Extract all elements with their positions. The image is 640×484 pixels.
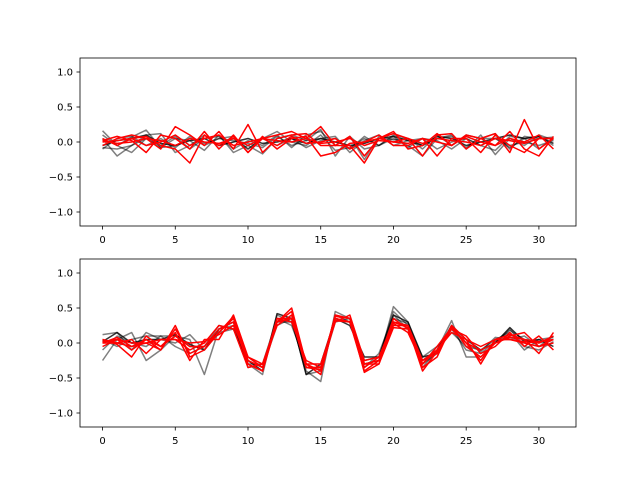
bottom-axes-series-group [101, 305, 555, 383]
bottom-axes-y-tick-label: 1.0 [57, 269, 73, 280]
top-axes-y-tick-label: −0.5 [49, 173, 73, 184]
bottom-axes-x-tick-label: 5 [172, 436, 178, 447]
bottom-axes-series-line-11 [102, 317, 554, 371]
bottom-axes-y-tick-label: 0.5 [57, 304, 73, 315]
top-axes-x-tick-label: 0 [99, 235, 105, 246]
top-axes-series-line-7 [102, 118, 554, 164]
top-axes-y-tick-label: 0.5 [57, 103, 73, 114]
bottom-axes-x-tick-label: 0 [99, 436, 105, 447]
top-axes-x-ticks: 0 5 10 15 20 25 30 [99, 226, 545, 246]
bottom-axes-x-tick-label: 10 [242, 436, 255, 447]
bottom-axes-y-ticks: −1.0 −0.5 0.0 0.5 1.0 [49, 269, 80, 420]
top-axes-series-line-9 [102, 134, 554, 164]
top-axes-y-tick-label: −1.0 [49, 208, 73, 219]
top-axes-x-tick-label: 5 [172, 235, 178, 246]
top-axes-x-tick-label: 15 [314, 235, 327, 246]
top-axes-x-tick-label: 25 [460, 235, 473, 246]
top-axes-series-line-10 [102, 134, 554, 150]
top-axes-series-group [101, 118, 555, 164]
top-axes-x-tick-label: 20 [387, 235, 400, 246]
bottom-axes-y-tick-label: −0.5 [49, 374, 73, 385]
bottom-axes: 0 5 10 15 20 25 30 −1.0 −0.5 0.0 0.5 1.0 [49, 258, 577, 447]
bottom-axes-x-ticks: 0 5 10 15 20 25 30 [99, 427, 545, 447]
top-axes-series-line-8 [102, 123, 555, 157]
top-axes-y-ticks: −1.0 −0.5 0.0 0.5 1.0 [49, 68, 80, 219]
top-axes-x-tick-label: 30 [533, 235, 546, 246]
bottom-axes-x-tick-label: 25 [460, 436, 473, 447]
top-axes-y-tick-label: 1.0 [57, 68, 73, 79]
bottom-axes-x-tick-label: 30 [533, 436, 546, 447]
bottom-axes-x-tick-label: 20 [387, 436, 400, 447]
top-axes-series-line-11 [102, 137, 554, 147]
top-axes-y-tick-label: 0.0 [57, 138, 73, 149]
bottom-axes-x-tick-label: 15 [314, 436, 327, 447]
bottom-axes-y-tick-label: −1.0 [49, 409, 73, 420]
top-axes-x-tick-label: 10 [242, 235, 255, 246]
top-axes: 0 5 10 15 20 25 30 −1.0 −0.5 0.0 0.5 1.0 [49, 57, 577, 246]
bottom-axes-y-tick-label: 0.0 [57, 339, 73, 350]
